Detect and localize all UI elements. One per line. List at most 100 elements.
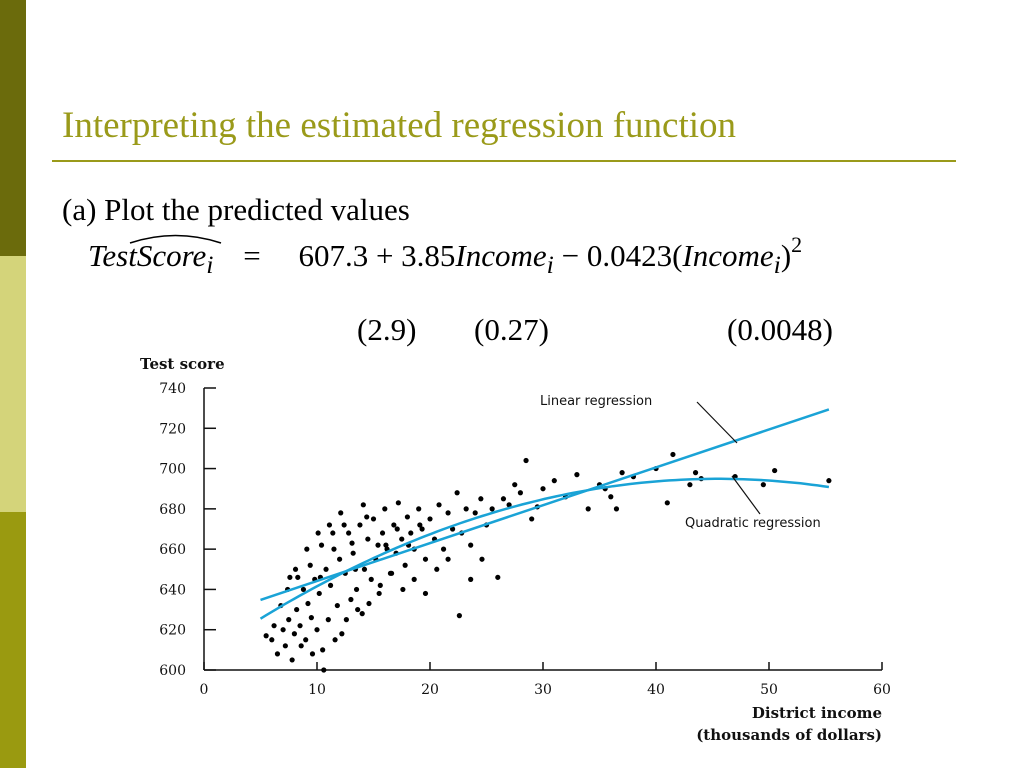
data-point: [331, 546, 337, 552]
data-point: [670, 451, 676, 458]
data-point: [772, 467, 778, 474]
data-point: [692, 470, 699, 476]
data-point: [402, 562, 408, 568]
data-point: [395, 500, 401, 506]
y-axis-title: Test score: [140, 355, 225, 373]
sidebar-block-bottom: [0, 512, 26, 768]
data-point: [523, 457, 529, 464]
data-point: [613, 506, 620, 512]
data-point: [338, 510, 344, 516]
data-point: [399, 536, 405, 542]
data-point: [370, 516, 377, 522]
data-point: [348, 596, 354, 603]
data-point: [309, 651, 316, 657]
x-tick-label: 0: [200, 682, 209, 698]
data-point: [375, 542, 381, 548]
equation-c2: 0.0423: [586, 238, 673, 273]
data-point: [434, 566, 440, 572]
data-point: [760, 482, 766, 488]
data-point: [337, 556, 343, 562]
data-point: [326, 522, 333, 528]
data-point: [334, 602, 340, 609]
y-tick-label: 660: [159, 542, 186, 558]
x-axis-title: District income: [752, 704, 882, 722]
data-point: [360, 502, 366, 508]
data-point: [291, 631, 297, 637]
data-point: [478, 496, 484, 502]
data-point: [489, 506, 495, 512]
data-point: [400, 586, 406, 593]
slide-title: Interpreting the estimated regression fu…: [62, 105, 737, 146]
data-point: [289, 657, 295, 663]
sidebar-stripe: [0, 0, 26, 768]
regression-equation: TestScorei = 607.3 + 3.85Incomei − 0.042…: [88, 232, 802, 280]
data-point: [315, 530, 321, 536]
data-point: [377, 582, 383, 588]
data-point: [687, 482, 693, 488]
data-point: [303, 637, 309, 643]
data-point: [468, 576, 474, 582]
data-point: [551, 478, 557, 484]
y-tick-label: 700: [159, 462, 186, 478]
data-point: [355, 606, 361, 613]
data-point: [294, 606, 300, 613]
data-point: [417, 522, 423, 528]
data-point: [826, 478, 832, 484]
linear-regression-label: Linear regression: [540, 394, 652, 409]
x-tick-label: 10: [308, 682, 326, 698]
equation-c0: 607.3: [298, 238, 369, 273]
data-point: [287, 574, 293, 580]
data-point: [341, 522, 347, 528]
data-point: [440, 546, 447, 552]
data-point: [323, 566, 329, 572]
data-point: [456, 613, 462, 619]
data-point: [368, 576, 374, 582]
data-point: [379, 530, 386, 536]
data-point: [274, 651, 281, 657]
y-tick-label: 600: [159, 663, 186, 679]
data-point: [463, 506, 469, 512]
chart-layer: 0 10 20 30 40 50 60 600 620 640 660 680 700 720 740 Tes…: [140, 355, 891, 744]
data-point: [585, 506, 591, 512]
x-tick-label: 60: [873, 682, 891, 698]
title-underline: [52, 160, 956, 162]
bullet-text: (a) Plot the predicted values: [62, 192, 410, 227]
equation-plus: +: [375, 238, 394, 273]
data-point: [608, 494, 614, 500]
data-point: [304, 546, 310, 552]
data-point: [357, 522, 363, 528]
equation-open-paren: (: [672, 238, 683, 273]
x-tick-label: 40: [647, 682, 665, 698]
equation-c1: 3.85: [401, 238, 456, 273]
data-point: [408, 530, 414, 536]
data-point: [472, 510, 478, 516]
quadratic-regression-curve: [259, 477, 830, 620]
equation-var2-sub: i: [773, 250, 781, 280]
data-point: [445, 510, 451, 516]
data-point: [664, 500, 670, 506]
data-point: [307, 562, 313, 568]
se-income-squared: (0.0048): [727, 312, 833, 347]
data-point: [350, 550, 356, 556]
data-point: [366, 600, 372, 607]
data-point: [427, 516, 433, 522]
data-point: [495, 574, 501, 580]
data-point: [436, 502, 442, 508]
data-point: [383, 542, 389, 548]
quadratic-regression-leader: [731, 475, 761, 515]
data-point: [298, 643, 304, 649]
linear-regression-leader: [696, 401, 738, 444]
data-point: [500, 496, 507, 502]
equation-close-paren: ): [780, 238, 792, 273]
data-point: [308, 615, 314, 621]
equation-exponent: 2: [791, 232, 803, 257]
data-point: [454, 490, 460, 496]
data-point: [300, 586, 307, 593]
y-tick-label: 740: [159, 381, 186, 397]
data-point: [365, 536, 371, 542]
data-point: [263, 633, 269, 639]
x-axis-title-units: (thousands of dollars): [696, 726, 882, 744]
equation-var2: Income: [682, 238, 774, 273]
data-point: [394, 526, 400, 532]
x-tick-label: 50: [760, 682, 778, 698]
